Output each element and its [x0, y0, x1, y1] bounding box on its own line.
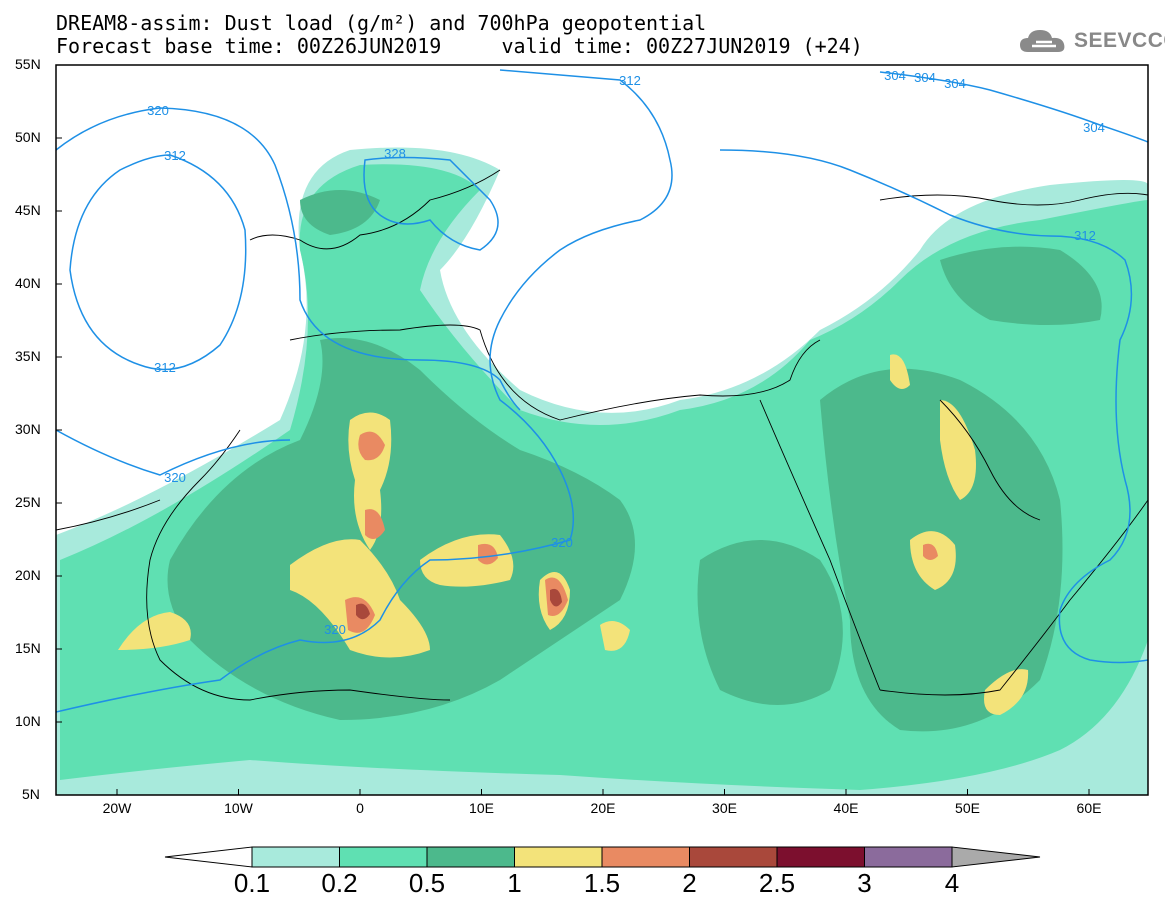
latitude-label: 10N [15, 713, 41, 729]
geopotential-contours [56, 69, 1148, 713]
contour-label: 312 [619, 73, 641, 88]
colorbar-label: 2.5 [758, 868, 796, 898]
latitude-label: 5N [22, 786, 40, 802]
colorbar-label: 1 [507, 868, 522, 898]
colorbar-label: 3 [857, 868, 872, 898]
latitude-label: 40N [15, 275, 41, 291]
logo-text: SEEVCCC [1074, 29, 1165, 52]
axis-ticks [56, 64, 1090, 796]
contour-label: 312 [1074, 228, 1096, 243]
cloud-icon [1020, 30, 1065, 52]
colorbar-label: 0.1 [233, 868, 271, 898]
contour-label: 320 [324, 622, 346, 637]
colorbar-label: 2 [682, 868, 697, 898]
colorbar-label: 1.5 [583, 868, 621, 898]
contour-label: 320 [551, 535, 573, 550]
contour-label: 312 [154, 360, 176, 375]
longitude-label: 50E [955, 800, 980, 816]
map-title: DREAM8-assim: Dust load (g/m²) and 700hP… [56, 11, 707, 35]
colorbar-segment [776, 846, 865, 868]
colorbar-segment [514, 846, 603, 868]
latitude-label: 25N [15, 494, 41, 510]
colorbar-high-extend [951, 846, 1041, 868]
longitude-label: 10W [224, 800, 253, 816]
contour-label: 312 [164, 148, 186, 163]
latitude-label: 45N [15, 202, 41, 218]
contour-label: 320 [147, 103, 169, 118]
contour-label: 304 [914, 70, 936, 85]
contour-label: 304 [1083, 120, 1105, 135]
colorbar-segment [689, 846, 778, 868]
longitude-label: 20W [102, 800, 132, 816]
colorbar-segment [601, 846, 690, 868]
longitude-label: 40E [833, 800, 859, 816]
colorbar-low-extend [164, 846, 253, 868]
longitude-label: 60E [1076, 800, 1102, 816]
seevccc-logo: SEEVCCC [1018, 26, 1165, 56]
latitude-label: 30N [15, 421, 41, 437]
contour-labels: 320 312 328 312 304 304 304 304 312 312 … [147, 68, 1105, 637]
latitude-label: 55N [15, 56, 41, 72]
contour-label: 304 [944, 76, 966, 91]
colorbar-label: 4 [944, 868, 960, 898]
contour-label: 328 [384, 146, 406, 161]
longitude-label: 20E [590, 800, 616, 816]
coastlines [56, 169, 1148, 701]
contour-label: 304 [884, 68, 906, 83]
colorbar-label: 0.5 [408, 868, 446, 898]
longitude-label: 30E [712, 800, 737, 816]
latitude-label: 50N [15, 129, 41, 145]
colorbar-segment [426, 846, 515, 868]
colorbar-segment [251, 846, 340, 868]
map-subtitle: Forecast base time: 00Z26JUN2019 valid t… [56, 34, 863, 58]
latitude-label: 15N [15, 640, 41, 656]
colorbar-label: 0.2 [321, 868, 358, 898]
longitude-label: 10E [469, 800, 494, 816]
longitude-label: 0 [356, 800, 364, 816]
latitude-label: 35N [15, 348, 41, 364]
colorbar-segment [864, 846, 953, 868]
contour-label: 320 [164, 470, 186, 485]
latitude-label: 20N [15, 567, 41, 583]
colorbar-segment [339, 846, 428, 868]
